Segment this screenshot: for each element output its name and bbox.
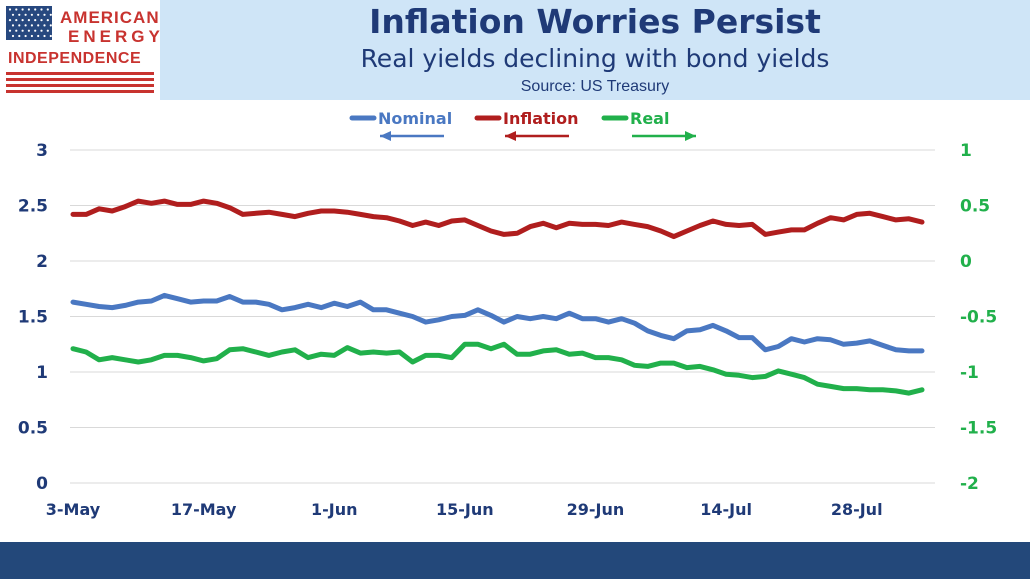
legend-arrowhead-nominal-icon [380, 131, 391, 141]
title-band: Inflation Worries Persist Real yields de… [160, 0, 1030, 100]
right-axis-tick-label: 1 [960, 141, 972, 161]
left-axis-tick-label: 1.5 [18, 308, 48, 328]
company-logo: AMERICAN ENERGY INDEPENDENCE [6, 6, 160, 98]
yields-line-chart: 0 0.5 1 1.5 2 2.5 3 -2 -1.5 -1 -0.5 0 0.5 1 3-May 17-Ma… [18, 109, 997, 519]
left-axis-tick-label: 0.5 [18, 419, 48, 439]
x-axis-tick-label: 1-Jun [311, 500, 358, 519]
x-axis-tick-label: 14-Jul [700, 500, 752, 519]
series-line-real [70, 341, 925, 396]
left-axis-tick-label: 2 [36, 252, 48, 272]
right-axis-tick-label: 0 [960, 252, 972, 272]
us-flag-icon [6, 6, 52, 40]
x-axis-tick-label: 28-Jul [831, 500, 883, 519]
source-note: Source: US Treasury [520, 78, 670, 95]
x-axis-tick-label: 3-May [46, 500, 101, 519]
logo-stripes [6, 72, 154, 96]
logo-text-independence: INDEPENDENCE [8, 50, 142, 67]
logo-text-energy: ENERGY [68, 27, 164, 46]
legend-label-real: Real [630, 109, 669, 128]
x-axis-tick-label: 15-Jun [436, 500, 494, 519]
x-axis-tick-label: 17-May [171, 500, 237, 519]
right-axis-tick-label: -2 [960, 474, 979, 494]
left-axis-tick-label: 2.5 [18, 197, 48, 217]
legend-label-nominal: Nominal [378, 109, 452, 128]
x-axis-tick-label: 29-Jun [567, 500, 625, 519]
series-line-inflation [70, 198, 925, 240]
right-axis-tick-label: -1.5 [960, 419, 997, 439]
right-axis-tick-label: 0.5 [960, 197, 990, 217]
chart-subtitle: Real yields declining with bond yields [360, 44, 830, 73]
left-axis-tick-label: 1 [36, 363, 48, 383]
legend-arrowhead-inflation-icon [505, 131, 516, 141]
logo-text-american: AMERICAN [60, 8, 160, 27]
left-axis-tick-label: 3 [36, 141, 48, 161]
legend-label-inflation: Inflation [503, 109, 579, 128]
legend-arrowhead-real-icon [685, 131, 696, 141]
right-axis-tick-label: -1 [960, 363, 979, 383]
right-axis-tick-label: -0.5 [960, 308, 997, 328]
left-axis-tick-label: 0 [36, 474, 48, 494]
footer-bar [0, 542, 1030, 579]
chart-title: Inflation Worries Persist [369, 2, 821, 41]
series-line-nominal [70, 292, 925, 354]
